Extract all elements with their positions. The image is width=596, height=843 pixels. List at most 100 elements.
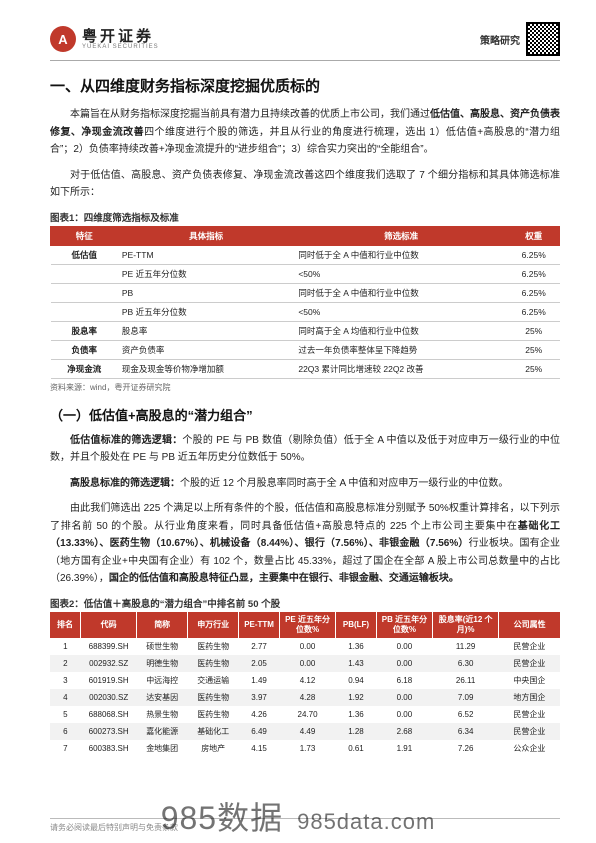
table2-header: PE-TTM — [239, 612, 280, 638]
p23a: 由此我们筛选出 225 个满足以上所有条件的个股，低估值和高股息标准分别赋予 5… — [50, 503, 560, 532]
table2: 排名代码简称申万行业PE-TTMPE 近五年分位数%PB(LF)PB 近五年分位… — [50, 612, 560, 757]
cell: 0.94 — [336, 672, 377, 689]
cell: 4.28 — [279, 689, 335, 706]
cell: PB 近五年分位数 — [118, 302, 294, 321]
cell: 0.61 — [336, 740, 377, 757]
table2-header: 公司属性 — [499, 612, 560, 638]
cell: 4.49 — [279, 723, 335, 740]
table-row: 5688068.SH热景生物医药生物4.2624.701.360.006.52民… — [50, 706, 560, 723]
cell: 4.12 — [279, 672, 335, 689]
cell: 医药生物 — [188, 706, 239, 723]
cell: 6 — [50, 723, 81, 740]
cell: 明德生物 — [137, 655, 188, 672]
section-2-p1: 低估值标准的筛选逻辑：个股的 PE 与 PB 数值（剔除负值）低于全 A 中值以… — [50, 432, 560, 467]
p22b: 个股的近 12 个月股息率同时高于全 A 中值和对应申万一级行业的中位数。 — [180, 478, 508, 489]
cell: 002030.SZ — [81, 689, 137, 706]
cell: 2 — [50, 655, 81, 672]
section-2-p3: 由此我们筛选出 225 个满足以上所有条件的个股，低估值和高股息标准分别赋予 5… — [50, 500, 560, 588]
cell: 0.00 — [376, 655, 432, 672]
cell: 房地产 — [188, 740, 239, 757]
cell: 26.11 — [432, 672, 498, 689]
section-1-p1: 本篇旨在从财务指标深度挖掘当前具有潜力且持续改善的优质上市公司，我们通过低估值、… — [50, 106, 560, 159]
cell: 1.92 — [336, 689, 377, 706]
cell: 601919.SH — [81, 672, 137, 689]
cell: 0.00 — [376, 706, 432, 723]
table1-header: 权重 — [508, 226, 560, 245]
table2-header: PB(LF) — [336, 612, 377, 638]
cell: 24.70 — [279, 706, 335, 723]
category-label: 策略研究 — [480, 32, 520, 47]
cell: 硕世生物 — [137, 638, 188, 655]
table-row: 净现金流现金及现金等价物净增加额22Q3 累计同比增速较 22Q2 改善25% — [51, 359, 560, 378]
table-row: PB同时低于全 A 中值和行业中位数6.25% — [51, 283, 560, 302]
cell: 5 — [50, 706, 81, 723]
cell: 0.00 — [376, 638, 432, 655]
cell: 688068.SH — [81, 706, 137, 723]
p22a: 高股息标准的筛选逻辑： — [70, 478, 180, 489]
cell: 医药生物 — [188, 689, 239, 706]
cell: 1.91 — [376, 740, 432, 757]
table1-source: 资料来源：wind，粤开证券研究院 — [50, 382, 560, 393]
cell: 净现金流 — [51, 359, 118, 378]
cell: 2.68 — [376, 723, 432, 740]
cell: 1.49 — [239, 672, 280, 689]
cell: 1.43 — [336, 655, 377, 672]
cell: 25% — [508, 359, 560, 378]
cell: 民营企业 — [499, 706, 560, 723]
cell: 股息率 — [51, 321, 118, 340]
cell: 4.15 — [239, 740, 280, 757]
table-row: PB 近五年分位数<50%6.25% — [51, 302, 560, 321]
cell: 低估值 — [51, 245, 118, 264]
cell: 股息率 — [118, 321, 294, 340]
cell: 3 — [50, 672, 81, 689]
wm-url: 985data.com — [297, 809, 435, 834]
table-row: 1688399.SH硕世生物医药生物2.770.001.360.0011.29民… — [50, 638, 560, 655]
cell: 600383.SH — [81, 740, 137, 757]
cell: 11.29 — [432, 638, 498, 655]
cell: 2.77 — [239, 638, 280, 655]
p21a: 低估值标准的筛选逻辑： — [70, 435, 182, 446]
cell: 1.73 — [279, 740, 335, 757]
table1: 特征具体指标筛选标准权重 低估值PE-TTM同时低于全 A 中值和行业中位数6.… — [50, 226, 560, 379]
table2-header: 申万行业 — [188, 612, 239, 638]
cell: PB — [118, 283, 294, 302]
logo-mark-icon: A — [50, 26, 76, 52]
table-row: 4002030.SZ达安基因医药生物3.974.281.920.007.09地方… — [50, 689, 560, 706]
cell: 6.25% — [508, 302, 560, 321]
cell: 2.05 — [239, 655, 280, 672]
cell: 002932.SZ — [81, 655, 137, 672]
section-1-p2: 对于低估值、高股息、资产负债表修复、净现金流改善这四个维度我们选取了 7 个细分… — [50, 167, 560, 202]
cell: 22Q3 累计同比增速较 22Q2 改善 — [294, 359, 508, 378]
cell: 中远海控 — [137, 672, 188, 689]
cell: 6.25% — [508, 283, 560, 302]
cell: 基础化工 — [188, 723, 239, 740]
cell: PE 近五年分位数 — [118, 264, 294, 283]
cell: 金地集团 — [137, 740, 188, 757]
cell: 7.09 — [432, 689, 498, 706]
top-bar: A 粤开证券 YUEKAI SECURITIES 策略研究 — [50, 22, 560, 61]
cell: 资产负债率 — [118, 340, 294, 359]
cell: 1.36 — [336, 638, 377, 655]
logo-cn: 粤开证券 — [82, 29, 159, 44]
cell: 1 — [50, 638, 81, 655]
cell: 6.52 — [432, 706, 498, 723]
qr-code-icon — [526, 22, 560, 56]
cell: <50% — [294, 302, 508, 321]
logo-en: YUEKAI SECURITIES — [82, 44, 159, 50]
cell: 0.00 — [279, 655, 335, 672]
cell: 600273.SH — [81, 723, 137, 740]
table2-header: 代码 — [81, 612, 137, 638]
cell: 嘉化能源 — [137, 723, 188, 740]
cell — [51, 264, 118, 283]
cell: 医药生物 — [188, 638, 239, 655]
table-row: 7600383.SH金地集团房地产4.151.730.611.917.26公众企… — [50, 740, 560, 757]
cell: PE-TTM — [118, 245, 294, 264]
table-row: 2002932.SZ明德生物医药生物2.050.001.430.006.30民营… — [50, 655, 560, 672]
cell: 7 — [50, 740, 81, 757]
cell: 6.34 — [432, 723, 498, 740]
table1-header: 具体指标 — [118, 226, 294, 245]
cell: 同时高于全 A 均值和行业中位数 — [294, 321, 508, 340]
table1-header: 筛选标准 — [294, 226, 508, 245]
table-row: PE 近五年分位数<50%6.25% — [51, 264, 560, 283]
cell: 6.25% — [508, 264, 560, 283]
